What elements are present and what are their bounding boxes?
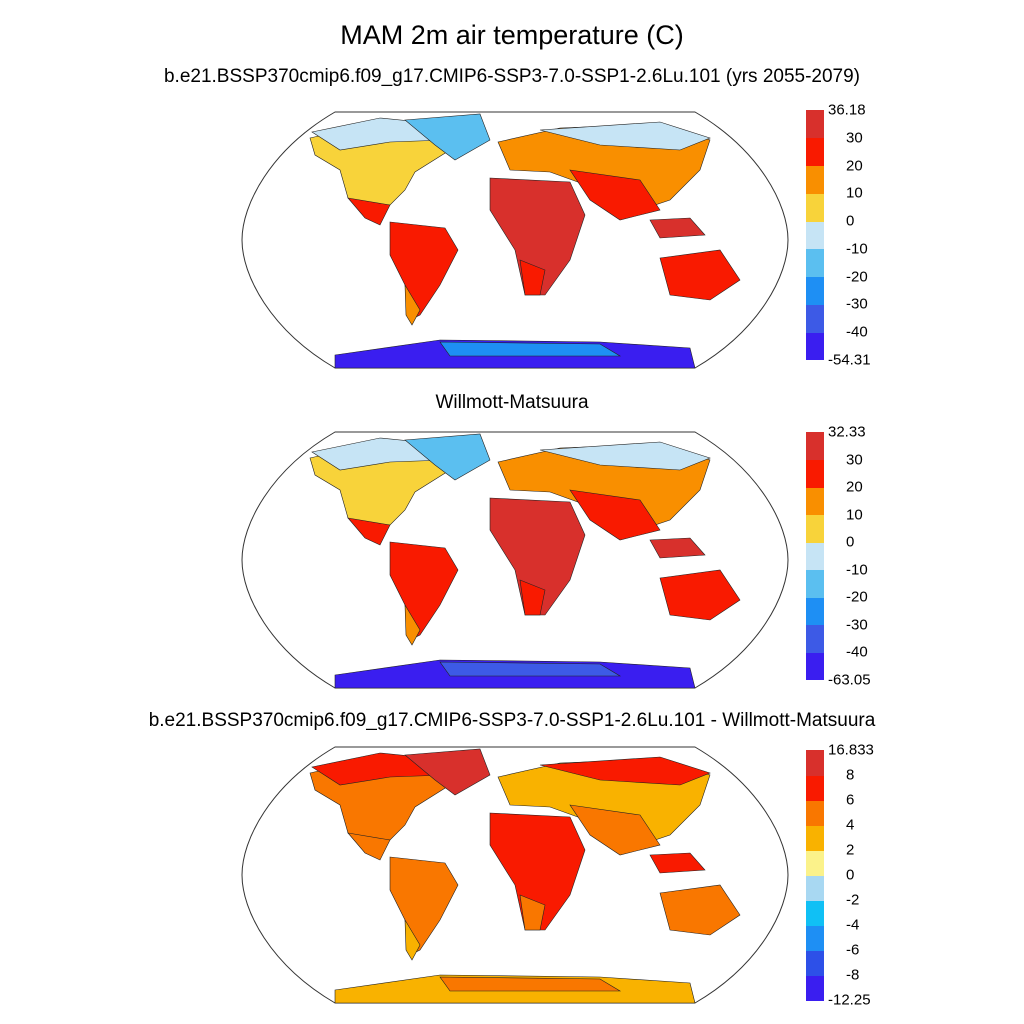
maritime-continent: [649, 217, 706, 239]
colorbar-label: -6: [846, 941, 860, 959]
colorbar-segment: [806, 332, 824, 361]
siberia: [539, 121, 711, 151]
colorbar-label: 6: [846, 791, 855, 809]
colorbar-label: 20: [846, 478, 863, 496]
south-asia: [569, 489, 661, 541]
colorbar-label: -30: [846, 295, 868, 313]
colorbar-segment: [806, 825, 824, 851]
maritime-continent: [649, 537, 706, 559]
colorbar-segment: [806, 304, 824, 333]
colorbar-segment: [806, 800, 824, 826]
patagonia: [404, 283, 421, 326]
colorbar-label: 10: [846, 184, 863, 202]
siberia: [539, 441, 711, 471]
australia: [659, 884, 741, 936]
world-map: [241, 746, 789, 1004]
patagonia: [404, 918, 421, 961]
greenland: [404, 433, 491, 481]
south-asia: [569, 169, 661, 221]
colorbar-segment: [806, 542, 824, 571]
colorbar-label: 0: [846, 866, 855, 884]
colorbar-segment: [806, 624, 824, 653]
colorbar-label: 8: [846, 766, 855, 784]
panel-subtitle: Willmott-Matsuura: [435, 392, 589, 413]
south-asia: [569, 804, 661, 856]
colorbar-label: -2: [846, 891, 860, 909]
central-america: [347, 517, 391, 546]
colorbar-label: 0: [846, 212, 855, 230]
patagonia: [404, 603, 421, 646]
southern-africa: [519, 894, 546, 931]
australia: [659, 569, 741, 621]
antarctica-coast: [439, 661, 622, 677]
colorbar-label: 36.18: [828, 101, 866, 119]
colorbar-label: -54.31: [828, 351, 871, 369]
colorbar-segment: [806, 850, 824, 876]
colorbar-segment: [806, 432, 824, 461]
colorbar-segment: [806, 652, 824, 681]
colorbar-label: 32.33: [828, 423, 866, 441]
colorbar-label: 30: [846, 129, 863, 147]
colorbar-segment: [806, 597, 824, 626]
colorbar-segment: [806, 950, 824, 976]
colorbar-segment: [806, 165, 824, 194]
greenland: [404, 113, 491, 161]
world-map: [241, 111, 789, 369]
colorbar-label: -10: [846, 561, 868, 579]
antarctica-coast: [439, 976, 622, 992]
central-america: [347, 197, 391, 226]
africa: [489, 177, 586, 296]
colorbar-label: -63.05: [828, 671, 871, 689]
world-map: [241, 431, 789, 689]
colorbar-segment: [806, 750, 824, 776]
siberia: [539, 756, 711, 786]
colorbar-label: -20: [846, 588, 868, 606]
colorbar-label: -40: [846, 643, 868, 661]
colorbar-label: 0: [846, 533, 855, 551]
colorbar-label: -30: [846, 616, 868, 634]
maritime-continent: [649, 852, 706, 874]
colorbar: -63.05 -40 -30 -20 -10 0 10 20 30 32.33: [806, 424, 871, 689]
colorbar-label: -12.25: [828, 991, 871, 1009]
africa: [489, 812, 586, 931]
colorbar-label: -4: [846, 916, 860, 934]
colorbar-label: 16.833: [828, 741, 874, 759]
central-america: [347, 832, 391, 861]
colorbar-segment: [806, 975, 824, 1001]
colorbar-segment: [806, 459, 824, 488]
colorbar-segment: [806, 514, 824, 543]
colorbar-segment: [806, 193, 824, 222]
colorbar-segment: [806, 248, 824, 278]
colorbar-label: 30: [846, 451, 863, 469]
colorbar-label: 10: [846, 506, 863, 524]
colorbar-label: -10: [846, 240, 868, 258]
panel-subtitle: b.e21.BSSP370cmip6.f09_g17.CMIP6-SSP3-7.…: [163, 66, 861, 87]
antarctica-coast: [439, 341, 622, 357]
colorbar-label: 4: [846, 816, 855, 834]
colorbar-label: -40: [846, 323, 868, 341]
colorbar-segment: [806, 775, 824, 801]
colorbar-label: 20: [846, 157, 863, 175]
colorbar-segment: [806, 925, 824, 951]
colorbar: -12.25 -8 -6 -4 -2 0 2 4 6 8 16.833: [806, 742, 874, 1009]
colorbar-segment: [806, 276, 824, 305]
australia: [659, 249, 741, 301]
panel-subtitle: b.e21.BSSP370cmip6.f09_g17.CMIP6-SSP3-7.…: [148, 710, 876, 731]
colorbar-segment: [806, 221, 824, 250]
colorbar-segment: [806, 137, 824, 167]
greenland: [404, 748, 491, 796]
colorbar-segment: [806, 110, 824, 139]
colorbar-segment: [806, 569, 824, 598]
colorbar-segment: [806, 875, 824, 901]
africa: [489, 497, 586, 616]
southern-africa: [519, 579, 546, 616]
colorbar-label: -8: [846, 966, 860, 984]
colorbar-segment: [806, 900, 824, 926]
colorbar-label: -20: [846, 268, 868, 286]
colorbar-label: 2: [846, 841, 855, 859]
main-title: MAM 2m air temperature (C): [340, 20, 684, 50]
colorbar-segment: [806, 487, 824, 516]
southern-africa: [519, 259, 546, 296]
colorbar: -54.31 -40 -30 -20 -10 0 10 20 30 36.18: [806, 102, 871, 369]
